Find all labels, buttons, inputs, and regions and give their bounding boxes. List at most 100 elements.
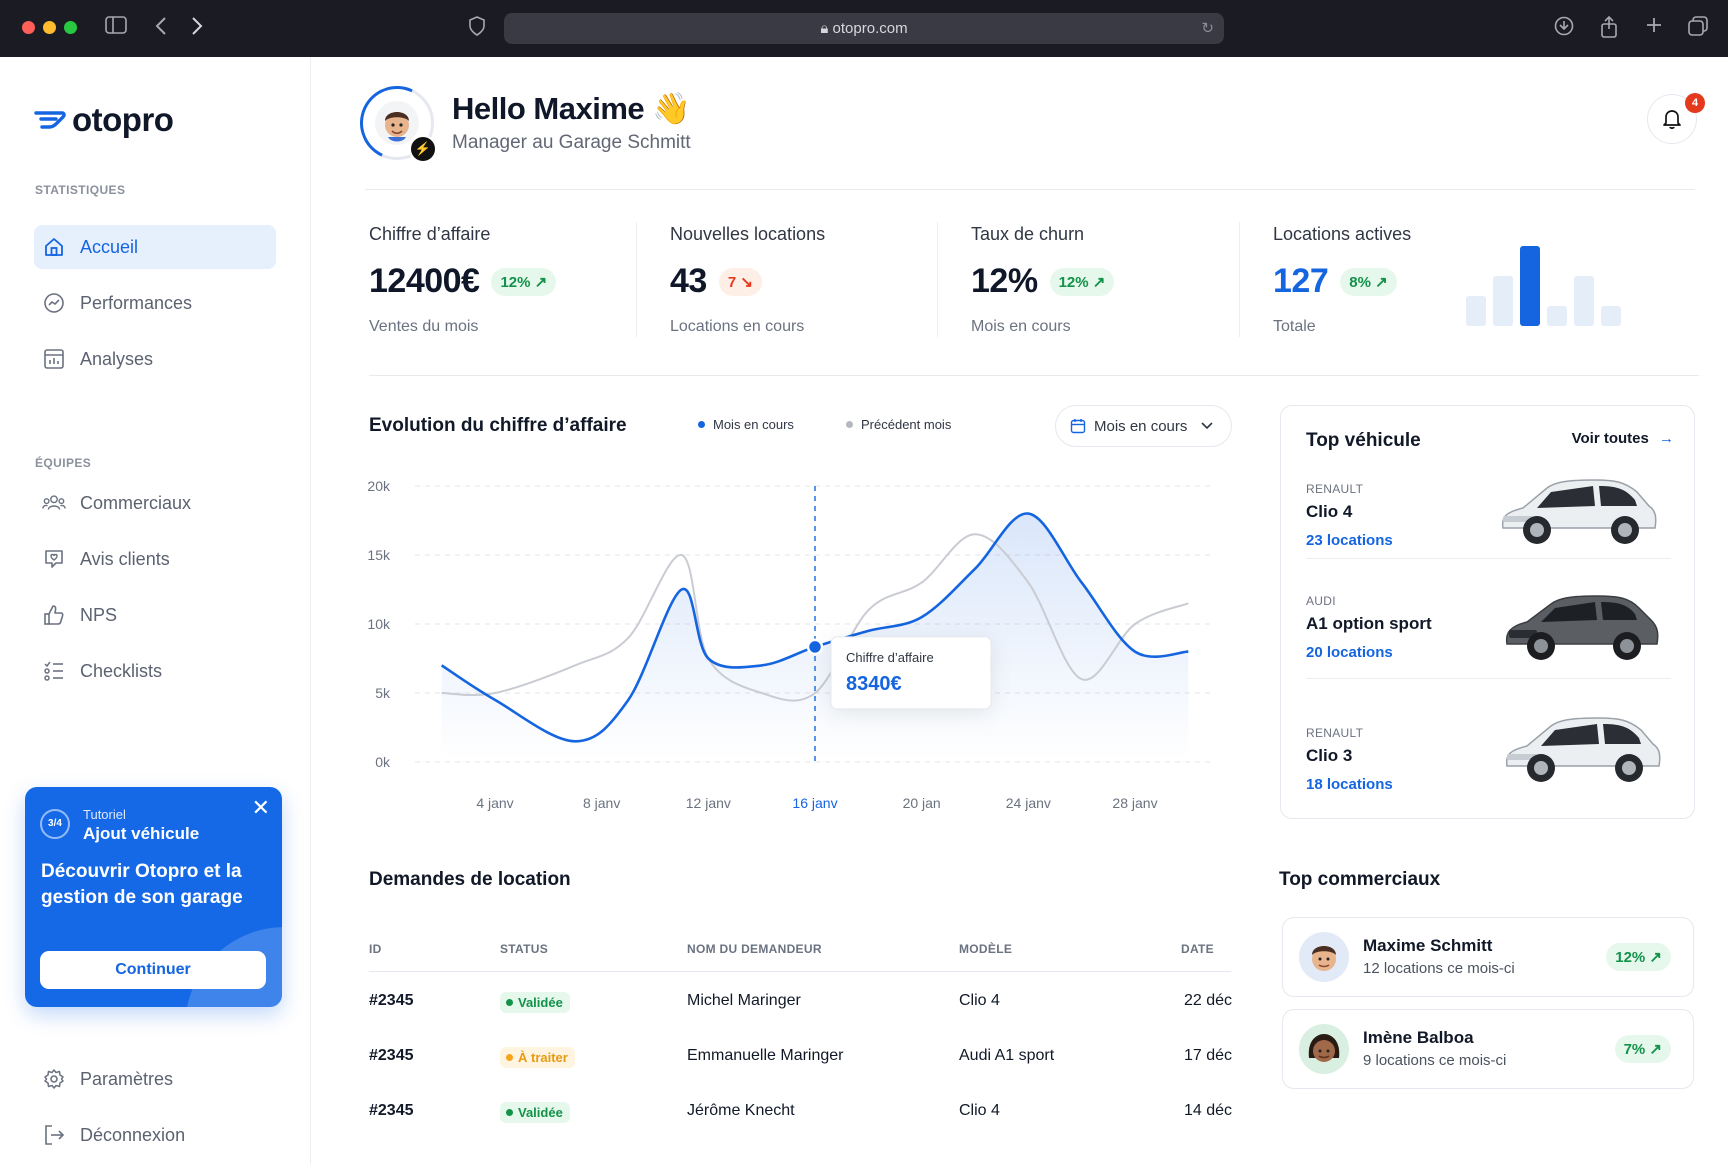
- kpi-value: 43: [670, 262, 707, 300]
- vehicle-brand: AUDI: [1306, 594, 1336, 608]
- trend-icon: [42, 291, 66, 315]
- column-header-model[interactable]: MODÈLE: [959, 942, 1013, 956]
- sidebar-item-label: Avis clients: [80, 548, 170, 569]
- forward-icon[interactable]: [191, 16, 203, 42]
- sidebar-item-accueil[interactable]: Accueil: [34, 225, 276, 269]
- bell-icon: [1663, 110, 1681, 129]
- cell-id: #2345: [369, 1047, 414, 1064]
- tooltip-box: [830, 636, 992, 710]
- back-icon[interactable]: [155, 16, 167, 42]
- mini-bar: [1493, 276, 1513, 326]
- new-tab-icon[interactable]: [1645, 16, 1663, 40]
- x-tick-label: 24 janv: [1006, 795, 1051, 811]
- section-teams-heading: ÉQUIPES: [35, 456, 92, 470]
- period-select[interactable]: Mois en cours: [1055, 405, 1232, 447]
- browser-toolbar: 🔒︎ otopro.com ↻: [0, 0, 1728, 57]
- car-image-light-suv: [1501, 479, 1657, 544]
- legend-current[interactable]: Mois en cours: [698, 417, 794, 432]
- logo[interactable]: otopro: [34, 101, 174, 139]
- vehicle-locations[interactable]: 23 locations: [1306, 532, 1393, 549]
- download-icon[interactable]: [1554, 16, 1574, 42]
- sales-delta-badge: 7% ↗: [1614, 1035, 1671, 1063]
- notifications-button[interactable]: [1647, 94, 1697, 144]
- avatar: [1299, 932, 1349, 982]
- sidebar-item-label: NPS: [80, 604, 118, 625]
- url-text: otopro.com: [832, 20, 908, 37]
- x-tick-label: 16 janv: [792, 795, 837, 811]
- sales-card[interactable]: Maxime Schmitt 12 locations ce mois-ci 1…: [1282, 917, 1694, 997]
- top-sales-title: Top commerciaux: [1279, 869, 1441, 890]
- column-header-id[interactable]: ID: [369, 942, 382, 956]
- see-all-link[interactable]: Voir toutes →: [1572, 430, 1674, 447]
- vehicle-locations[interactable]: 18 locations: [1306, 776, 1393, 793]
- status-label: Validée: [518, 1105, 563, 1120]
- sidebar-item-label: Accueil: [80, 236, 139, 257]
- minimize-window-button[interactable]: [43, 21, 56, 34]
- status-dot: [506, 1054, 513, 1061]
- column-header-name[interactable]: NOM DU DEMANDEUR: [687, 942, 822, 956]
- zoom-window-button[interactable]: [64, 21, 77, 34]
- close-icon[interactable]: ✕: [251, 795, 270, 820]
- column-header-date[interactable]: DATE: [1181, 942, 1214, 956]
- sales-name: Imène Balboa: [1363, 1028, 1474, 1047]
- section-statistics-heading: STATISTIQUES: [35, 183, 126, 197]
- top-vehicles-card: Top véhicule Voir toutes → RENAULT Clio …: [1280, 405, 1695, 819]
- status-dot: [506, 1109, 513, 1116]
- legend-dot: [698, 421, 705, 428]
- cell-id: #2345: [369, 992, 414, 1009]
- vehicle-item[interactable]: RENAULT Clio 4 23 locations: [1306, 482, 1671, 587]
- sidebar-item-avis-clients[interactable]: Avis clients: [34, 537, 276, 581]
- sidebar-item-checklists[interactable]: Checklists: [34, 649, 276, 693]
- gear-icon: [42, 1067, 66, 1091]
- share-icon[interactable]: [1600, 15, 1618, 44]
- kpi-footnote: Locations en cours: [670, 318, 805, 335]
- chart-icon: [42, 347, 66, 371]
- sidebar-item-analyses[interactable]: Analyses: [34, 337, 276, 381]
- sidebar-item-parametres[interactable]: Paramètres: [34, 1057, 276, 1101]
- kpi-delta-badge: 7 ↘: [718, 267, 762, 296]
- column-header-status[interactable]: STATUS: [500, 942, 549, 956]
- mini-bar: [1466, 296, 1486, 326]
- kpi-active-rentals: Locations actives 127 8% ↗ Totale: [1273, 224, 1411, 340]
- kpi-divider-bottom: [369, 375, 1699, 376]
- kpi-label: Nouvelles locations: [670, 224, 826, 244]
- kpi-footnote: Totale: [1273, 318, 1316, 335]
- card-title: Top véhicule: [1306, 430, 1421, 451]
- sidebar-item-label: Analyses: [80, 348, 154, 369]
- vehicle-item[interactable]: AUDI A1 option sport 20 locations: [1306, 594, 1671, 699]
- avatar[interactable]: ⚡: [349, 75, 445, 171]
- kpi-value: 12400€: [369, 262, 480, 300]
- status-badge: Validée: [500, 992, 570, 1013]
- sidebar-item-nps[interactable]: NPS: [34, 593, 276, 637]
- chart-title: Evolution du chiffre d’affaire: [369, 415, 627, 436]
- cell-model: Clio 4: [959, 1102, 1000, 1119]
- sales-card[interactable]: Imène Balboa 9 locations ce mois-ci 7% ↗: [1282, 1009, 1694, 1089]
- area-fill-current-month: [441, 513, 1189, 762]
- vehicle-model: Clio 4: [1306, 502, 1353, 521]
- vehicle-locations[interactable]: 20 locations: [1306, 644, 1393, 661]
- legend-previous[interactable]: Précédent mois: [846, 417, 951, 432]
- reload-icon[interactable]: ↻: [1201, 20, 1214, 37]
- x-tick-label: 20 jan: [903, 795, 941, 811]
- kpi-delta-badge: 8% ↗: [1340, 267, 1397, 296]
- tooltip-value: 8340€: [846, 673, 902, 695]
- vehicle-item[interactable]: RENAULT Clio 3 18 locations: [1306, 726, 1671, 831]
- sidebar-item-deconnexion[interactable]: Déconnexion: [34, 1113, 276, 1157]
- kpi-mini-bar-chart: [1466, 246, 1621, 326]
- vehicle-model: Clio 3: [1306, 746, 1353, 765]
- logo-text: otopro: [72, 101, 174, 138]
- sidebar-item-performances[interactable]: Performances: [34, 281, 276, 325]
- address-bar[interactable]: 🔒︎ otopro.com ↻: [504, 13, 1224, 44]
- legend-label: Précédent mois: [861, 417, 952, 432]
- sidebar-item-commerciaux[interactable]: Commerciaux: [34, 481, 276, 525]
- close-window-button[interactable]: [22, 21, 35, 34]
- continue-button[interactable]: Continuer: [40, 951, 266, 989]
- thumbs-up-icon: [42, 603, 66, 627]
- shield-icon[interactable]: [469, 16, 485, 42]
- vehicle-model: A1 option sport: [1306, 614, 1432, 633]
- tabs-overview-icon[interactable]: [1688, 16, 1708, 42]
- avatar: [1299, 1024, 1349, 1074]
- sidebar-toggle-icon[interactable]: [105, 16, 127, 40]
- mini-bar: [1520, 246, 1540, 326]
- status-label: Validée: [518, 995, 563, 1010]
